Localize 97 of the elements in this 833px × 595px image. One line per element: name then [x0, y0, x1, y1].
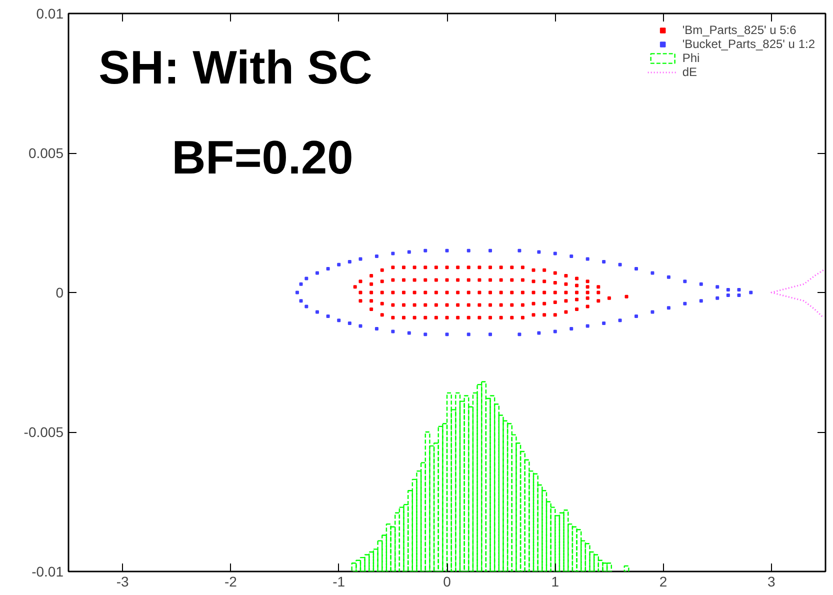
- y-tick-label: -0.01: [32, 564, 64, 580]
- bar: [490, 395, 496, 572]
- point: [618, 318, 622, 322]
- point: [374, 327, 378, 331]
- x-tick-label: 2: [659, 574, 668, 590]
- point: [683, 280, 687, 284]
- x-tick-label: 0: [443, 574, 452, 590]
- bar: [424, 431, 430, 572]
- point: [348, 260, 352, 264]
- x-tick-label: 1: [551, 574, 560, 590]
- point: [666, 275, 670, 279]
- bar: [572, 526, 578, 572]
- bar: [576, 529, 582, 572]
- point: [683, 302, 687, 306]
- bar: [476, 384, 482, 572]
- bar: [351, 562, 357, 572]
- bar: [438, 426, 444, 572]
- bar: [624, 565, 630, 572]
- y-tick-label: 0: [56, 284, 64, 300]
- bar: [558, 512, 564, 572]
- annotation: BF=0.20: [172, 130, 354, 184]
- point: [518, 332, 522, 336]
- point: [634, 267, 638, 271]
- point: [726, 288, 730, 292]
- point: [295, 290, 299, 294]
- x-tick-label: -1: [332, 574, 346, 590]
- point: [374, 254, 378, 258]
- point: [586, 324, 590, 328]
- point: [618, 262, 622, 266]
- point: [466, 248, 470, 252]
- line-series: [770, 269, 824, 318]
- point: [488, 332, 492, 336]
- point: [424, 332, 428, 336]
- point: [304, 304, 308, 308]
- point: [315, 271, 319, 275]
- point: [537, 250, 541, 254]
- bar: [602, 562, 608, 572]
- point: [726, 294, 730, 298]
- y-tick-label: 0.005: [28, 145, 64, 161]
- legend-label: dE: [682, 65, 698, 79]
- point: [650, 310, 654, 314]
- point: [518, 248, 522, 252]
- point: [407, 331, 411, 335]
- point: [716, 296, 720, 300]
- y-tick-label: 0.01: [36, 6, 64, 22]
- point: [699, 282, 703, 286]
- bar: [360, 556, 366, 572]
- point: [315, 310, 319, 314]
- point: [358, 324, 362, 328]
- point: [650, 271, 654, 275]
- point: [407, 250, 411, 254]
- bar: [364, 554, 370, 572]
- point: [466, 332, 470, 336]
- point: [602, 321, 606, 325]
- point: [602, 260, 606, 264]
- point: [445, 332, 449, 336]
- point: [488, 248, 492, 252]
- point: [299, 299, 303, 303]
- x-tick-label: -2: [224, 574, 238, 590]
- x-tick-label: -3: [116, 574, 130, 590]
- bar: [464, 395, 470, 572]
- point: [553, 330, 557, 334]
- legend-label: 'Bucket_Parts_825' u 1:2: [682, 37, 815, 51]
- point: [570, 254, 574, 258]
- point: [570, 327, 574, 331]
- point: [749, 290, 753, 294]
- point: [737, 294, 741, 298]
- bar: [386, 523, 392, 572]
- bar: [563, 510, 569, 572]
- point: [553, 252, 557, 256]
- point: [348, 321, 352, 325]
- point: [666, 306, 670, 310]
- point: [634, 314, 638, 318]
- legend-label: Phi: [682, 51, 701, 65]
- point: [326, 267, 330, 271]
- point: [586, 257, 590, 261]
- bar: [606, 562, 612, 572]
- point: [304, 276, 308, 280]
- point: [326, 314, 330, 318]
- point: [699, 299, 703, 303]
- point: [716, 285, 720, 289]
- point: [391, 330, 395, 334]
- point: [337, 262, 341, 266]
- point: [358, 257, 362, 261]
- legend-label: 'Bm_Parts_825' u 5:6: [682, 23, 796, 37]
- point: [391, 252, 395, 256]
- point: [337, 318, 341, 322]
- point: [537, 331, 541, 335]
- bar: [584, 543, 590, 572]
- x-tick-label: 3: [768, 574, 776, 590]
- y-tick-label: -0.005: [24, 424, 64, 440]
- point: [737, 288, 741, 292]
- point: [299, 282, 303, 286]
- point: [424, 248, 428, 252]
- annotation: SH: With SC: [98, 40, 372, 94]
- point: [445, 248, 449, 252]
- bar: [398, 506, 404, 572]
